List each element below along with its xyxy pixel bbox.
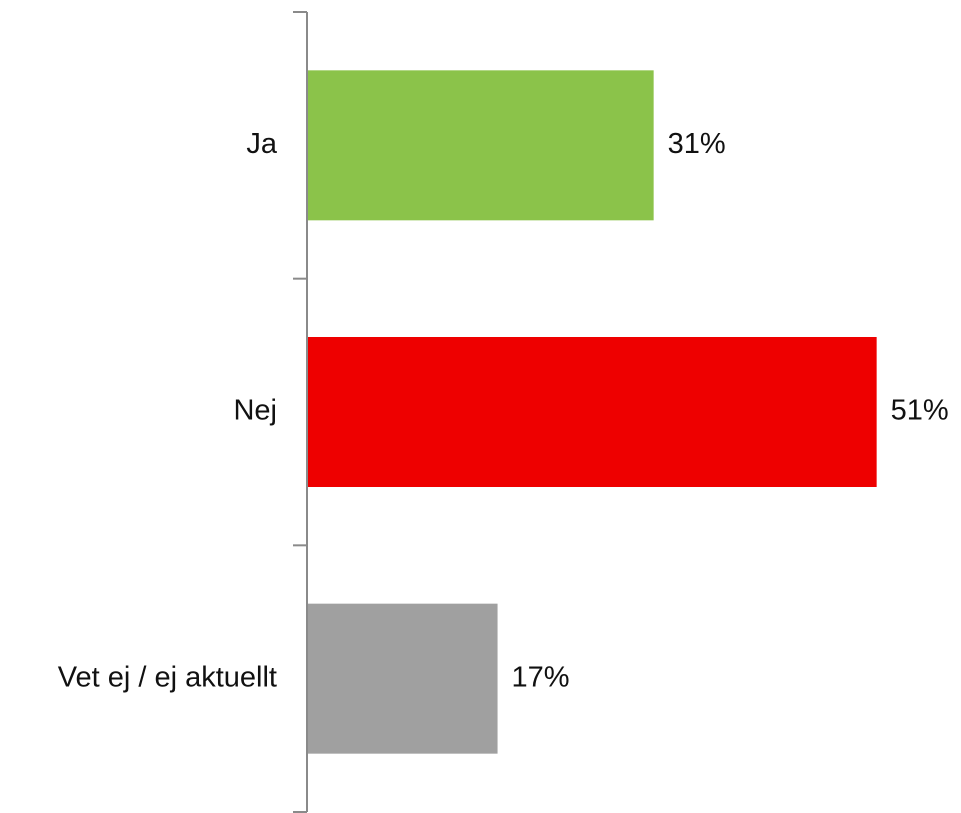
bar	[308, 603, 498, 754]
value-label: 31%	[668, 128, 726, 160]
bar-group	[308, 70, 877, 754]
bar	[308, 70, 654, 221]
value-label: 17%	[512, 661, 570, 693]
value-labels: 31% 51% 17%	[512, 128, 949, 693]
category-labels: Ja Nej Vet ej / ej aktuellt	[58, 128, 278, 693]
category-label: Vet ej / ej aktuellt	[58, 661, 277, 693]
category-axis	[293, 11, 308, 813]
category-label: Nej	[233, 395, 277, 427]
category-label: Ja	[246, 128, 278, 160]
value-label: 51%	[891, 395, 949, 427]
bar	[308, 337, 877, 487]
